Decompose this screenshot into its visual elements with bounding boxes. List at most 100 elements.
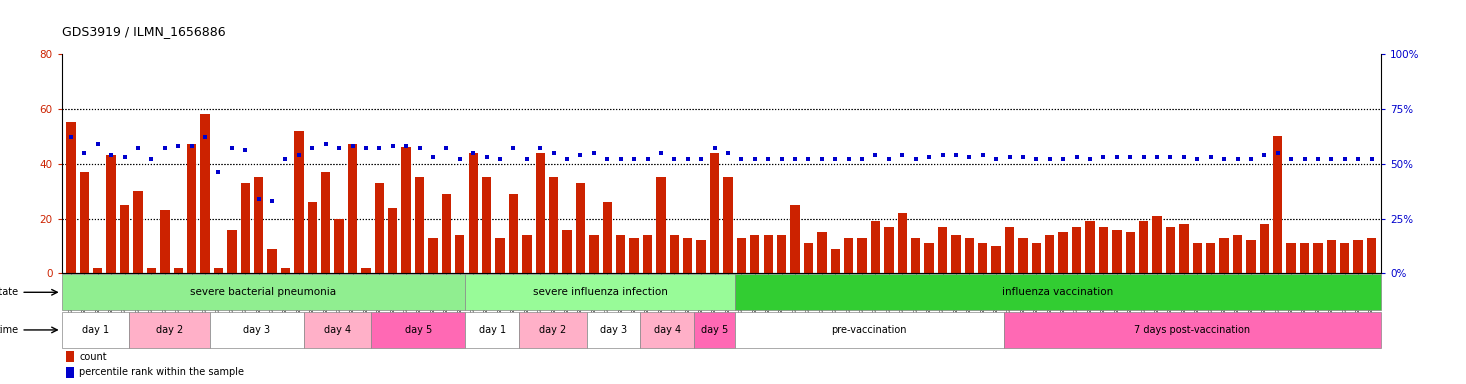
Point bbox=[1064, 154, 1088, 160]
Bar bbox=[737, 238, 746, 273]
Text: GDS3919 / ILMN_1656886: GDS3919 / ILMN_1656886 bbox=[62, 25, 226, 38]
Bar bbox=[469, 152, 478, 273]
Bar bbox=[1098, 227, 1108, 273]
Bar bbox=[66, 122, 76, 273]
Bar bbox=[1085, 221, 1095, 273]
Bar bbox=[188, 144, 196, 273]
Bar bbox=[1126, 232, 1135, 273]
Point bbox=[1079, 156, 1102, 162]
Bar bbox=[586, 312, 641, 348]
Bar bbox=[295, 131, 303, 273]
Text: day 2: day 2 bbox=[155, 325, 183, 335]
Point bbox=[1333, 156, 1356, 162]
Bar bbox=[695, 312, 734, 348]
Bar bbox=[1233, 235, 1242, 273]
Point bbox=[59, 134, 82, 140]
Point bbox=[756, 156, 780, 162]
Bar bbox=[938, 227, 947, 273]
Bar bbox=[683, 238, 692, 273]
Text: severe bacterial pneumonia: severe bacterial pneumonia bbox=[191, 287, 337, 297]
Point bbox=[73, 149, 97, 156]
Bar bbox=[965, 238, 973, 273]
Bar bbox=[361, 268, 371, 273]
Bar bbox=[321, 172, 330, 273]
Bar bbox=[764, 235, 773, 273]
Bar bbox=[991, 246, 1001, 273]
Bar bbox=[1032, 243, 1041, 273]
Bar bbox=[519, 312, 586, 348]
Point bbox=[1346, 156, 1369, 162]
Point bbox=[863, 152, 887, 158]
Point bbox=[1226, 156, 1249, 162]
Bar bbox=[978, 243, 988, 273]
Point bbox=[381, 143, 405, 149]
Point bbox=[890, 152, 913, 158]
Bar bbox=[535, 152, 545, 273]
Bar bbox=[858, 238, 866, 273]
Bar bbox=[1300, 243, 1309, 273]
Point bbox=[301, 145, 324, 151]
Bar bbox=[657, 177, 666, 273]
Bar bbox=[670, 235, 679, 273]
Bar bbox=[790, 205, 800, 273]
Point bbox=[113, 154, 136, 160]
Bar bbox=[589, 235, 598, 273]
Text: day 4: day 4 bbox=[324, 325, 352, 335]
Point bbox=[649, 149, 673, 156]
Point bbox=[783, 156, 806, 162]
Bar bbox=[734, 274, 1381, 310]
Bar bbox=[454, 235, 465, 273]
Bar bbox=[1165, 227, 1176, 273]
Bar bbox=[240, 183, 251, 273]
Bar bbox=[1004, 227, 1014, 273]
Point bbox=[488, 156, 512, 162]
Point bbox=[663, 156, 686, 162]
Bar bbox=[66, 367, 73, 377]
Point bbox=[595, 156, 619, 162]
Text: pre-vaccination: pre-vaccination bbox=[831, 325, 907, 335]
Point bbox=[529, 145, 553, 151]
Point bbox=[355, 145, 378, 151]
Bar bbox=[1207, 243, 1215, 273]
Point bbox=[126, 145, 150, 151]
Point bbox=[1199, 154, 1223, 160]
Bar bbox=[734, 312, 1004, 348]
Point bbox=[676, 156, 699, 162]
Bar bbox=[107, 156, 116, 273]
Bar bbox=[334, 218, 345, 273]
Point bbox=[905, 156, 928, 162]
Bar bbox=[548, 177, 559, 273]
Point bbox=[408, 145, 431, 151]
Point bbox=[220, 145, 243, 151]
Point bbox=[421, 154, 444, 160]
Text: day 5: day 5 bbox=[405, 325, 432, 335]
Bar bbox=[466, 312, 519, 348]
Point bbox=[180, 143, 204, 149]
Text: day 4: day 4 bbox=[654, 325, 682, 335]
Bar bbox=[710, 152, 720, 273]
Bar bbox=[751, 235, 759, 273]
Bar bbox=[1259, 224, 1270, 273]
Text: day 3: day 3 bbox=[600, 325, 627, 335]
Point bbox=[850, 156, 874, 162]
Point bbox=[1132, 154, 1155, 160]
Point bbox=[1145, 154, 1168, 160]
Point bbox=[1173, 154, 1196, 160]
Bar bbox=[1287, 243, 1296, 273]
Point bbox=[542, 149, 566, 156]
Point bbox=[717, 149, 740, 156]
Bar bbox=[1272, 136, 1283, 273]
Point bbox=[1319, 156, 1343, 162]
Point bbox=[394, 143, 418, 149]
Point bbox=[435, 145, 459, 151]
Bar bbox=[303, 312, 371, 348]
Bar bbox=[496, 238, 504, 273]
Bar bbox=[133, 191, 142, 273]
Bar bbox=[696, 240, 705, 273]
Bar bbox=[576, 183, 585, 273]
Point bbox=[623, 156, 647, 162]
Point bbox=[556, 156, 579, 162]
Point bbox=[689, 156, 712, 162]
Bar bbox=[603, 202, 611, 273]
Point bbox=[796, 156, 819, 162]
